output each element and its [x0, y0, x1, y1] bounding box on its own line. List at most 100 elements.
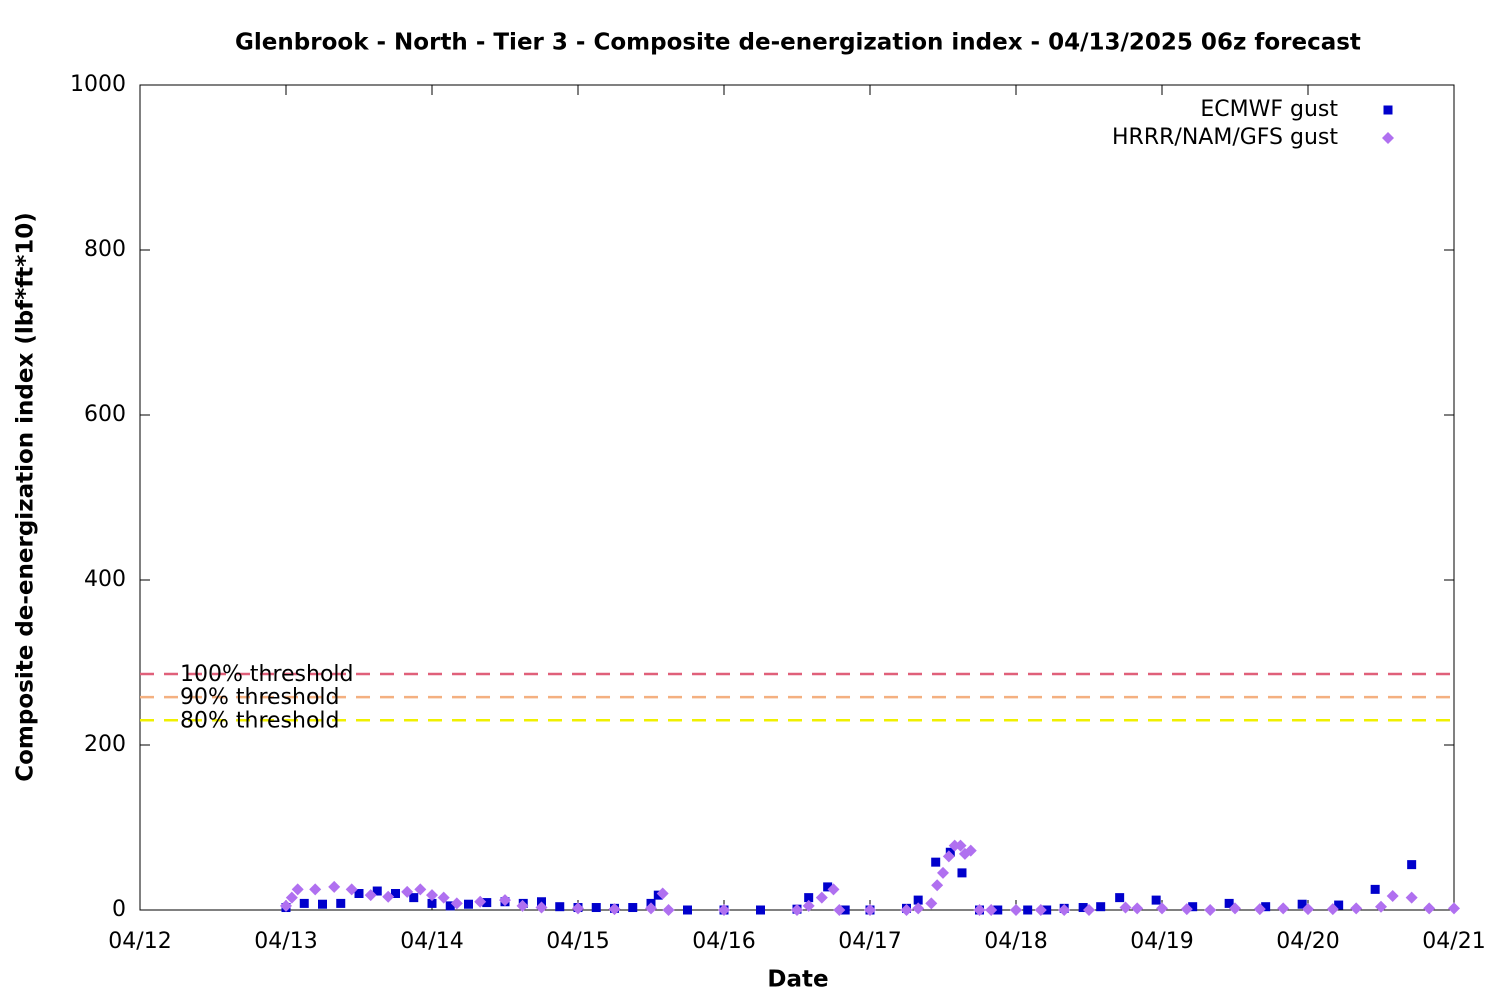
point	[328, 880, 341, 893]
x-tick-label: 04/21	[1422, 929, 1485, 954]
point	[802, 899, 815, 912]
point	[931, 857, 941, 867]
chart-title: Glenbrook - North - Tier 3 - Composite d…	[235, 30, 1361, 56]
point	[285, 891, 298, 904]
point	[756, 905, 765, 915]
point	[516, 899, 529, 912]
point	[1297, 899, 1307, 909]
x-tick-label: 04/15	[546, 929, 609, 954]
legend-label: ECMWF gust	[1200, 97, 1338, 122]
point	[827, 883, 840, 896]
point	[1253, 903, 1266, 916]
y-tick-label: 1000	[70, 72, 126, 97]
point	[1034, 904, 1047, 916]
point	[628, 903, 638, 913]
point	[427, 898, 437, 908]
x-tick-label: 04/13	[254, 929, 317, 954]
point	[318, 899, 327, 909]
point	[336, 898, 346, 908]
point	[1423, 902, 1436, 915]
point	[1078, 903, 1088, 913]
point	[1058, 904, 1071, 916]
point	[1386, 889, 1399, 902]
point	[1302, 903, 1314, 916]
point	[482, 898, 492, 908]
point	[1448, 902, 1460, 915]
point	[1151, 895, 1161, 905]
threshold-label: 90% threshold	[180, 685, 340, 710]
point	[653, 890, 663, 900]
point	[426, 889, 438, 902]
y-tick-label: 200	[84, 732, 126, 757]
point	[931, 879, 944, 892]
point	[1188, 902, 1198, 912]
legend-marker	[1382, 132, 1394, 144]
point	[382, 890, 395, 903]
point	[1334, 900, 1344, 910]
point	[354, 889, 364, 898]
point	[815, 891, 828, 904]
point	[401, 885, 414, 898]
point	[1023, 905, 1033, 915]
point	[572, 902, 584, 915]
point	[1010, 904, 1022, 916]
point	[1131, 902, 1144, 915]
point	[912, 902, 925, 915]
point	[414, 883, 427, 896]
point	[450, 897, 463, 910]
point	[437, 891, 450, 904]
point	[1407, 860, 1417, 870]
point	[1115, 893, 1125, 903]
point	[964, 844, 977, 857]
point	[993, 905, 1003, 915]
point	[535, 901, 548, 914]
x-tick-label: 04/16	[692, 929, 755, 954]
point	[1224, 898, 1234, 908]
x-tick-label: 04/17	[838, 929, 901, 954]
y-tick-label: 0	[112, 897, 126, 922]
y-tick-label: 600	[84, 402, 126, 427]
x-axis-label: Date	[767, 967, 828, 993]
point	[1350, 902, 1363, 915]
plot-frame	[139, 84, 1455, 911]
point	[372, 886, 382, 896]
point	[662, 904, 675, 916]
point	[1204, 904, 1217, 916]
point	[973, 904, 986, 916]
point	[1119, 901, 1132, 914]
point	[1405, 891, 1418, 904]
x-tick-label: 04/14	[400, 929, 463, 954]
point	[804, 893, 814, 903]
point	[954, 839, 967, 852]
point	[718, 904, 730, 916]
point	[791, 904, 803, 916]
point	[499, 894, 511, 907]
point	[823, 882, 833, 892]
point	[474, 895, 487, 908]
point	[555, 902, 565, 912]
point	[608, 903, 621, 916]
point	[985, 904, 998, 916]
point	[957, 868, 967, 878]
y-axis-label: Composite de-energization index (lbf*ft*…	[13, 212, 39, 782]
x-tick-label: 04/19	[1130, 929, 1193, 954]
point	[291, 883, 304, 896]
point	[345, 883, 358, 896]
legend-marker	[1383, 105, 1393, 115]
point	[900, 904, 913, 916]
point	[280, 899, 292, 912]
point	[645, 902, 657, 915]
point	[656, 887, 669, 900]
point	[309, 883, 322, 896]
point	[942, 850, 955, 863]
point	[937, 866, 949, 879]
point	[1096, 902, 1106, 912]
point	[445, 901, 455, 911]
x-tick-label: 04/18	[984, 929, 1047, 954]
legend-label: HRRR/NAM/GFS gust	[1112, 125, 1338, 150]
point	[1180, 903, 1193, 916]
y-tick-label: 800	[84, 237, 126, 262]
point	[464, 899, 473, 909]
point	[1375, 900, 1387, 913]
